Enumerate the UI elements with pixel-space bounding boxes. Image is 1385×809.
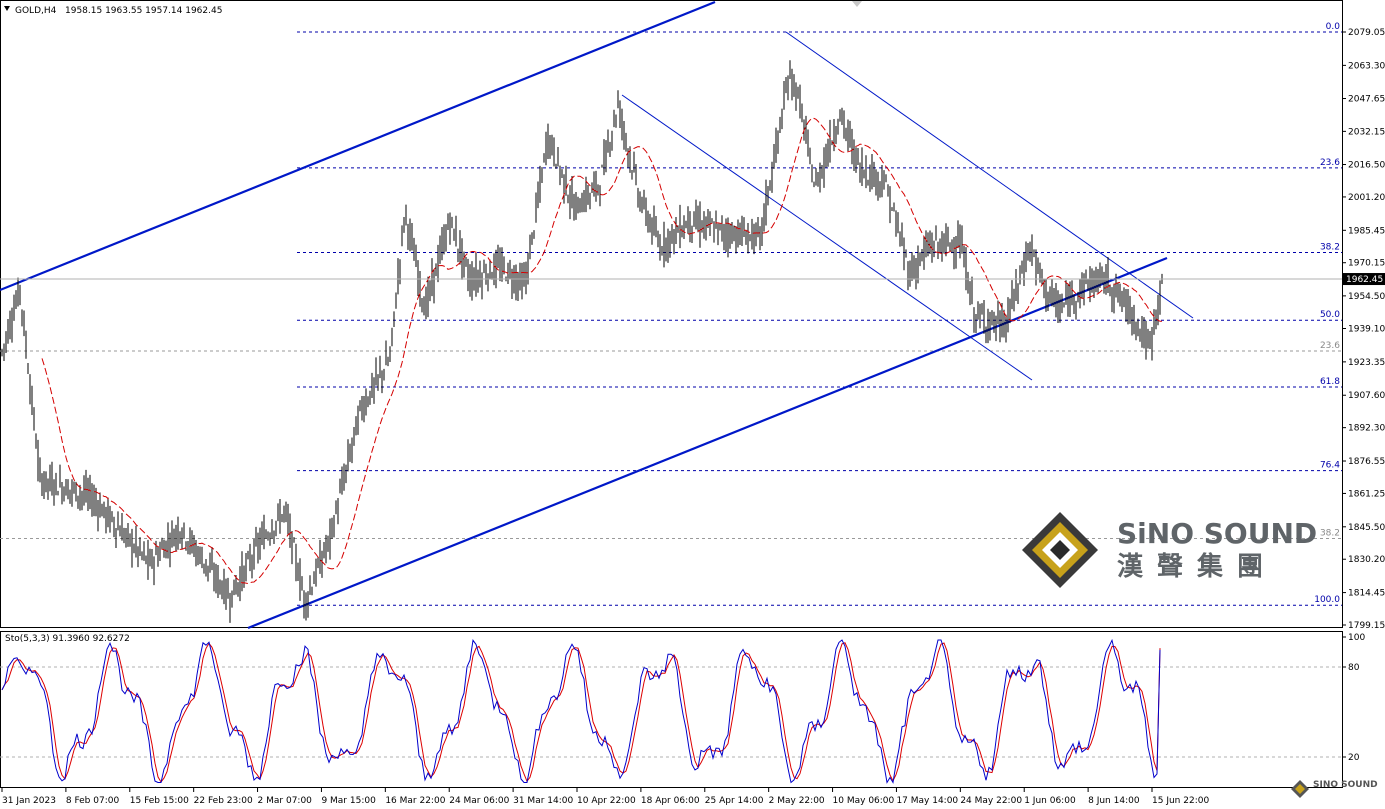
moving-average-line <box>41 117 1162 585</box>
price-tick-label: 1876.55 <box>1348 457 1385 467</box>
time-tick-label: 10 Apr 22:00 <box>577 796 636 806</box>
time-tick-label: 1 Jun 06:00 <box>1024 796 1076 806</box>
fib-secondary-label: 23.6 <box>1320 341 1340 351</box>
time-tick-label: 17 May 14:00 <box>896 796 958 806</box>
time-tick-label: 2 May 22:00 <box>769 796 825 806</box>
time-tick-label: 9 Mar 15:00 <box>321 796 376 806</box>
fib-level-label: 100.0 <box>1314 595 1340 605</box>
price-tick-label: 1970.15 <box>1348 259 1385 269</box>
price-tick-label: 1861.25 <box>1348 489 1385 499</box>
small-logo-text: SINO SOUND <box>1313 780 1378 790</box>
fib-secondary-label: 38.2 <box>1320 528 1340 538</box>
time-axis: 31 Jan 2023 8 Feb 07:00 15 Feb 15:00 22 Feb… <box>1 788 1209 806</box>
current-price-value: 1962.45 <box>1346 275 1383 285</box>
price-tick-label: 2063.30 <box>1348 61 1385 71</box>
current-price-badge <box>1343 273 1385 286</box>
time-tick-label: 15 Feb 15:00 <box>130 796 189 806</box>
fibonacci-levels: 0.0 23.6 38.2 50.0 61.8 76.4 100.0 23.6 38.2 <box>0 22 1342 606</box>
fib-level-label: 61.8 <box>1320 377 1340 387</box>
time-tick-label: 15 Jun 22:00 <box>1152 796 1209 806</box>
price-tick-label: 2032.15 <box>1348 127 1385 137</box>
stochastic-label: Sto(5,3,3) 91.3960 92.6272 <box>5 634 130 644</box>
main-plot-frame <box>0 0 1343 628</box>
fib-level-label: 0.0 <box>1326 22 1341 32</box>
channel-parallel-line <box>621 94 1033 381</box>
price-tick-label: 1799.15 <box>1348 621 1385 631</box>
price-tick-label: 1830.20 <box>1348 555 1385 565</box>
price-tick-label: 1907.60 <box>1348 391 1385 401</box>
time-tick-label: 24 May 22:00 <box>960 796 1022 806</box>
price-tick-label: 2079.05 <box>1348 28 1385 38</box>
trend-lines <box>0 0 1194 630</box>
fib-level-label: 38.2 <box>1320 242 1340 252</box>
time-tick-label: 18 Apr 06:00 <box>641 796 700 806</box>
time-tick-label: 2 Mar 07:00 <box>258 796 313 806</box>
stochastic-main-line <box>1 638 1161 784</box>
stoch-tick-label: 20 <box>1348 753 1360 763</box>
time-tick-label: 24 Mar 06:00 <box>449 796 509 806</box>
time-tick-label: 16 Mar 22:00 <box>385 796 445 806</box>
time-tick-label: 8 Feb 07:00 <box>66 796 120 806</box>
shift-marker-icon[interactable] <box>852 1 862 7</box>
downtrend-line <box>785 31 1194 319</box>
time-tick-label: 25 Apr 14:00 <box>705 796 764 806</box>
price-tick-label: 2016.50 <box>1348 161 1385 171</box>
price-axis: 2079.05 2063.30 2047.65 2032.15 2016.50 2001.… <box>1342 28 1385 631</box>
stoch-tick-label: 80 <box>1348 663 1360 673</box>
logo-chinese-text: 漢聲集團 <box>1117 551 1277 582</box>
price-tick-label: 1985.45 <box>1348 226 1385 236</box>
price-tick-label: 1892.30 <box>1348 424 1385 434</box>
symbol-arrow-icon <box>4 6 10 11</box>
price-tick-label: 2001.20 <box>1348 193 1385 203</box>
time-tick-label: 8 Jun 14:00 <box>1088 796 1140 806</box>
fib-level-label: 76.4 <box>1320 461 1340 471</box>
small-logo: SINO SOUND <box>1291 780 1378 798</box>
price-tick-label: 1923.35 <box>1348 358 1385 368</box>
fib-level-label: 50.0 <box>1320 310 1340 320</box>
stoch-tick-label: 100 <box>1348 633 1365 643</box>
price-tick-label: 1845.50 <box>1348 523 1385 533</box>
time-tick-label: 31 Mar 14:00 <box>513 796 573 806</box>
fib-level-label: 23.6 <box>1320 158 1340 168</box>
time-tick-label: 10 May 06:00 <box>833 796 895 806</box>
symbol-label: GOLD,H4 <box>15 6 57 16</box>
channel-lower-line <box>247 256 1168 630</box>
ohlc-readout: 1958.15 1963.55 1957.14 1962.45 <box>65 6 222 16</box>
time-tick-label: 31 Jan 2023 <box>2 796 56 806</box>
time-tick-label: 22 Feb 23:00 <box>194 796 253 806</box>
price-tick-label: 1954.50 <box>1348 292 1385 302</box>
price-candles <box>1 60 1163 623</box>
price-tick-label: 1939.10 <box>1348 325 1385 335</box>
price-tick-label: 2047.65 <box>1348 95 1385 105</box>
sino-sound-logo: SiNO SOUND 漢聲集團 <box>1022 512 1317 588</box>
logo-english-text: SiNO SOUND <box>1117 517 1317 550</box>
price-tick-label: 1814.45 <box>1348 589 1385 599</box>
channel-upper-line <box>0 0 716 292</box>
